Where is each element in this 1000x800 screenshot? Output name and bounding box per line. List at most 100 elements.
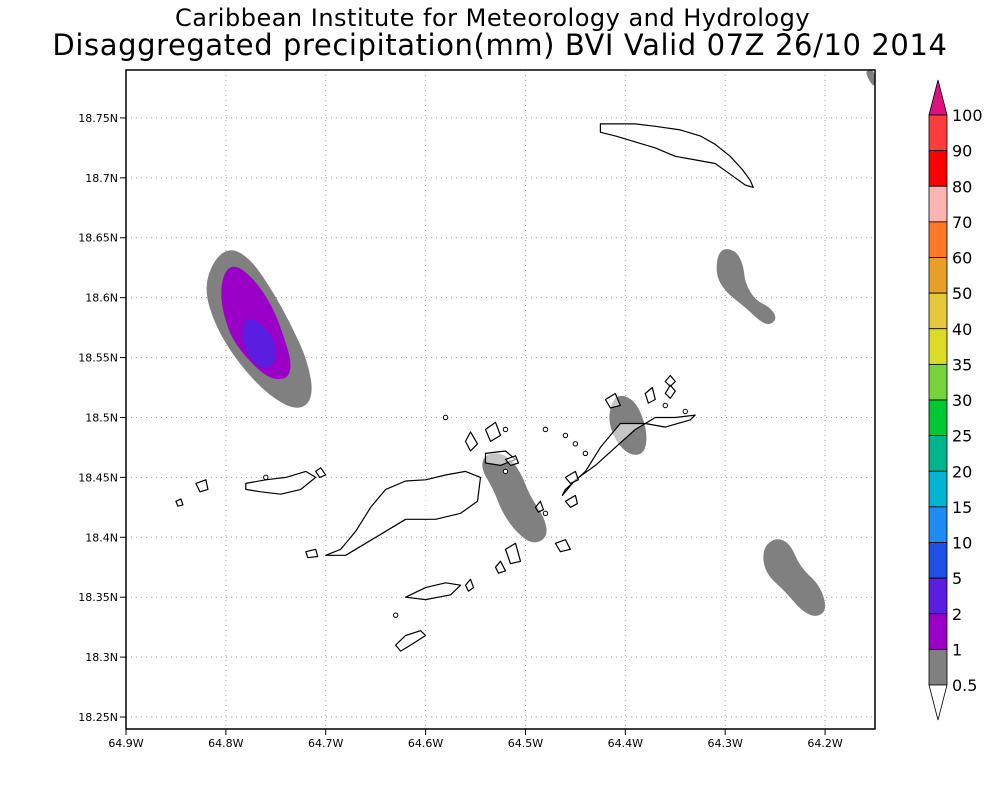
lat-tick-label: 18.6N <box>85 292 118 305</box>
legend-swatch <box>928 435 948 472</box>
island-outline <box>644 386 656 404</box>
island-outline <box>604 392 621 409</box>
island-outline <box>664 374 676 387</box>
legend-swatch <box>928 542 948 579</box>
latitude-axis: 18.75N 18.7N 18.65N 18.6N 18.55N 18.5N 18.45N 1… <box>78 112 126 724</box>
legend-label: 100 <box>952 106 983 125</box>
island-outline <box>599 123 754 188</box>
lat-tick-label: 18.75N <box>78 112 118 125</box>
legend-label: 50 <box>952 284 972 303</box>
precip-region-1 <box>482 453 547 543</box>
longitude-axis: 64.9W 64.8W 64.7W 64.6W 64.5W 64.4W 64.3W 64.2W <box>108 729 843 750</box>
islet <box>542 510 549 517</box>
legend-swatch <box>928 185 948 223</box>
product-title: Disaggregated precipitation(mm) BVI Vali… <box>52 28 948 62</box>
islet <box>562 432 569 439</box>
island-outline <box>504 455 520 466</box>
island-outline <box>405 582 462 601</box>
lat-tick-label: 18.3N <box>85 651 118 664</box>
island-outline <box>245 470 317 495</box>
legend-bottom-arrow <box>928 684 948 721</box>
legend-label: 70 <box>952 213 972 232</box>
islet <box>572 441 579 447</box>
island-outline <box>561 414 696 496</box>
lat-tick-label: 18.45N <box>78 471 118 484</box>
legend-label: 2 <box>952 605 962 624</box>
precip-region-1 <box>716 249 776 324</box>
precip-region-1 <box>866 70 875 86</box>
colorbar-legend: 100 90 80 70 60 50 40 35 30 25 20 15 10 5 2 1 0.5 <box>928 79 983 721</box>
lon-tick-label: 64.3W <box>708 737 743 750</box>
legend-swatch <box>928 577 948 615</box>
legend-label: 15 <box>952 498 972 517</box>
legend-swatch <box>928 221 948 258</box>
legend-swatch <box>928 648 948 686</box>
legend-label: 5 <box>952 569 962 588</box>
legend-top-arrow <box>928 79 948 116</box>
precip-region-5 <box>242 318 276 368</box>
lon-tick-label: 64.8W <box>208 737 243 750</box>
lat-tick-label: 18.7N <box>85 172 118 185</box>
island-outline <box>664 384 676 399</box>
legend-swatch <box>928 613 948 650</box>
legend-label: 35 <box>952 355 972 374</box>
lat-tick-label: 18.65N <box>78 232 118 245</box>
island-outline <box>494 560 507 574</box>
lat-tick-label: 18.5N <box>85 411 118 424</box>
islet <box>582 450 589 457</box>
legend-label: 20 <box>952 462 972 481</box>
legend-swatch <box>928 506 948 543</box>
island-outline <box>395 630 427 652</box>
legend-swatch <box>928 150 948 187</box>
legend-swatch <box>928 470 948 508</box>
islet <box>502 468 509 475</box>
island-outline <box>195 479 209 493</box>
legend-swatch <box>928 399 948 437</box>
lat-tick-label: 18.4N <box>85 531 118 544</box>
island-outline <box>484 421 502 442</box>
island-outline <box>554 539 571 553</box>
legend-label: 40 <box>952 320 972 339</box>
legend-swatch <box>928 292 948 330</box>
legend-label: 25 <box>952 427 972 446</box>
precipitation-layer <box>206 70 875 616</box>
islet <box>662 402 668 409</box>
islet <box>392 612 399 618</box>
lon-tick-label: 64.7W <box>308 737 343 750</box>
legend-swatch <box>928 114 948 152</box>
legend-label: 1 <box>952 640 962 659</box>
legend-label: 90 <box>952 142 972 161</box>
island-outline <box>504 542 522 565</box>
island-outline <box>464 578 475 592</box>
islet <box>502 426 509 433</box>
lon-tick-label: 64.2W <box>807 737 842 750</box>
legend-swatch <box>928 328 948 365</box>
islands-layer <box>175 123 754 652</box>
lon-tick-label: 64.6W <box>408 737 443 750</box>
lat-tick-label: 18.25N <box>78 711 118 724</box>
map-frame <box>125 69 876 730</box>
islet <box>542 426 549 433</box>
lon-tick-label: 64.5W <box>508 737 543 750</box>
island-outline <box>564 470 579 484</box>
precip-region-1 <box>763 539 826 616</box>
lon-tick-label: 64.9W <box>108 737 143 750</box>
legend-label: 80 <box>952 177 972 196</box>
islet <box>263 474 269 481</box>
lon-tick-label: 64.4W <box>608 737 643 750</box>
island-outline <box>534 500 544 513</box>
island-outline <box>315 467 327 478</box>
island-outline <box>564 494 578 508</box>
legend-label: 30 <box>952 391 972 410</box>
legend-swatch <box>928 363 948 401</box>
lat-tick-label: 18.35N <box>78 591 118 604</box>
legend-label: 60 <box>952 249 972 268</box>
island-outline <box>175 498 184 507</box>
lat-tick-label: 18.55N <box>78 352 118 365</box>
island-outline <box>325 470 482 556</box>
islet <box>442 414 449 421</box>
legend-label: 0.5 <box>952 676 977 695</box>
map-background <box>126 70 875 729</box>
island-outline <box>305 548 319 559</box>
